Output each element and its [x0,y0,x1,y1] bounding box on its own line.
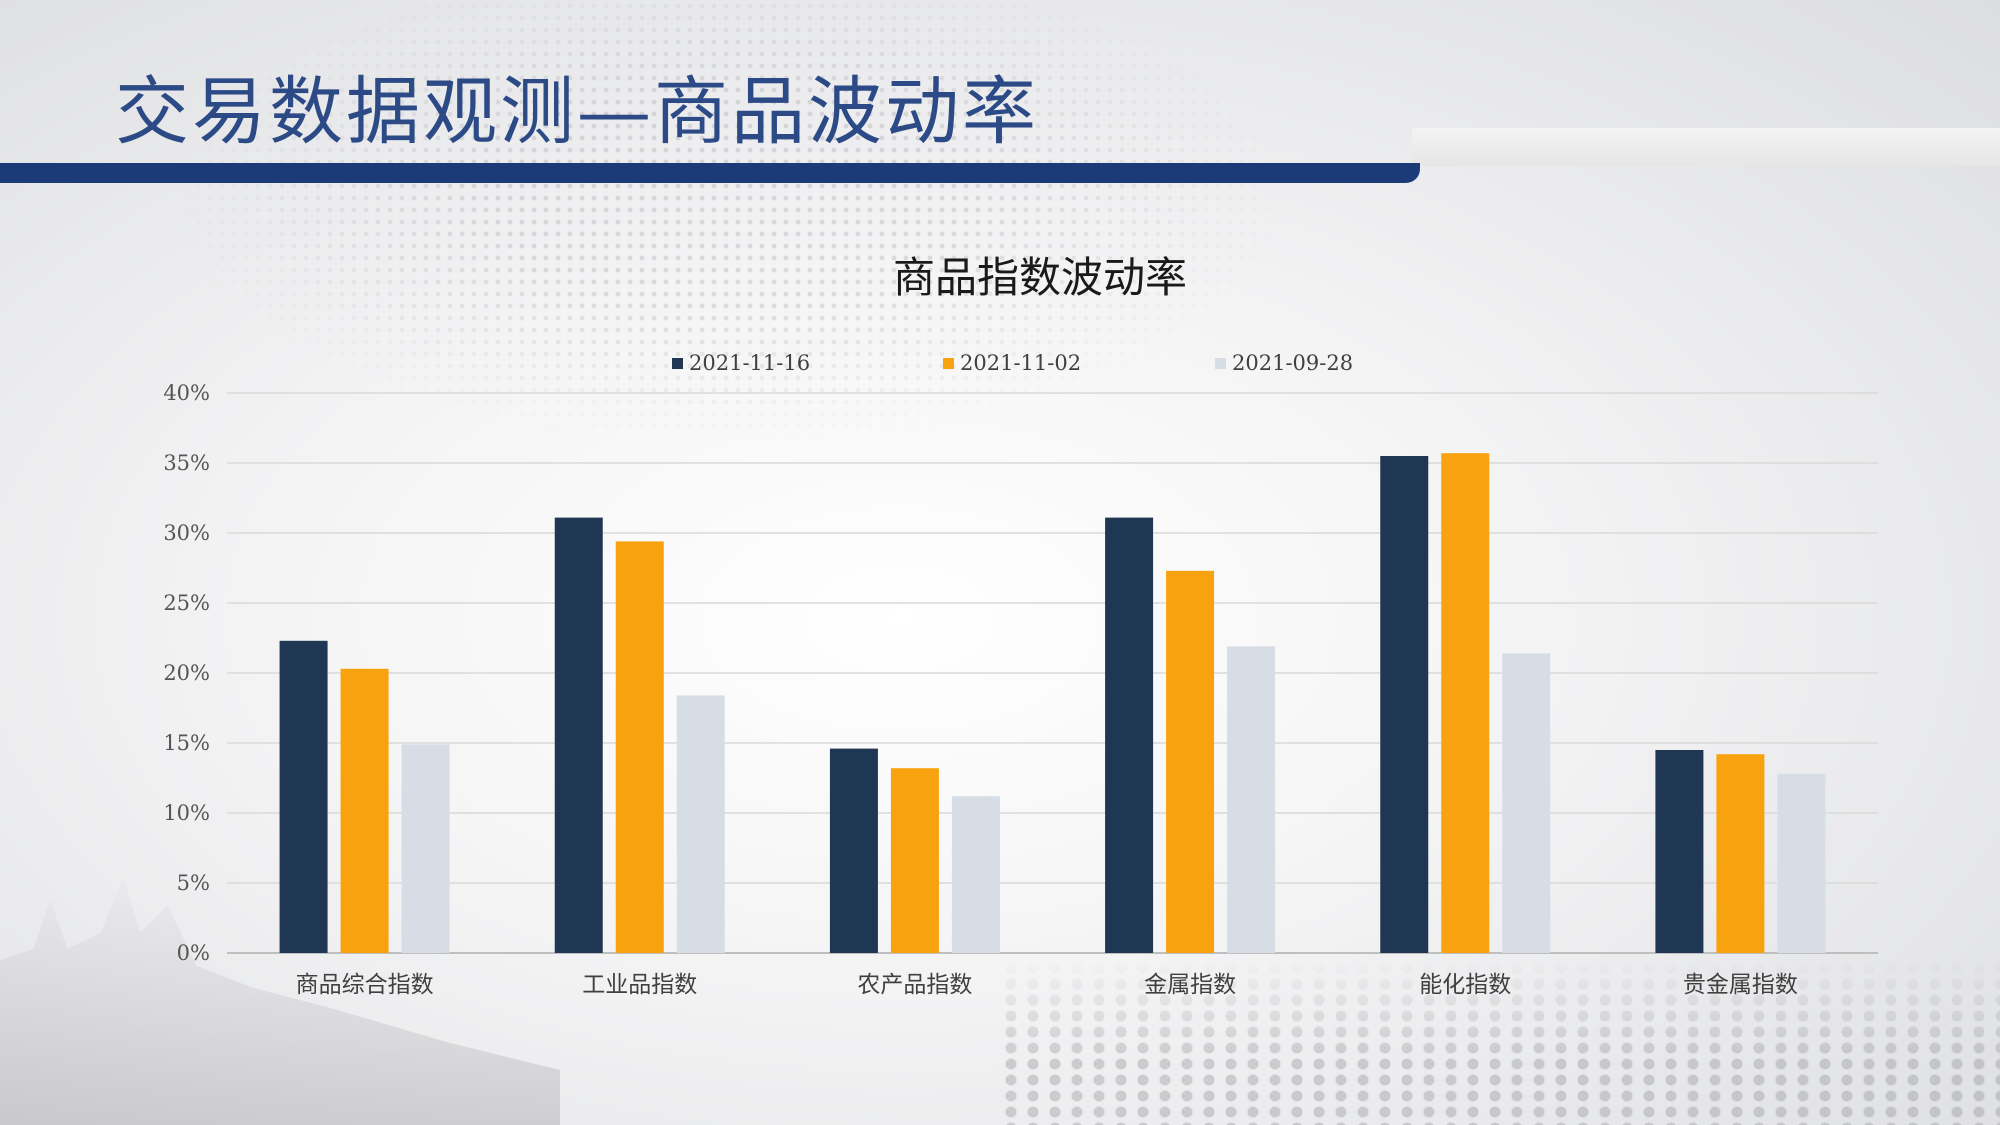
slide-title: 交易数据观测—商品波动率 [115,69,1039,155]
world-map-dots [180,0,1280,440]
x-tick-label: 商品综合指数 [296,972,434,998]
x-tick-label: 能化指数 [1419,972,1511,998]
title-band [0,163,1420,183]
legend-label: 2021-09-28 [1232,351,1353,375]
bar [1777,773,1826,953]
x-tick-label: 工业品指数 [582,972,697,998]
y-tick-label: 5% [177,871,210,895]
y-tick-label: 40% [163,381,210,405]
bar [951,796,1000,953]
bar [1502,653,1551,953]
title-band-cap [1412,128,2000,166]
bar [676,695,725,953]
legend-swatch [943,358,954,369]
chart-gridlines [227,392,1878,954]
legend-swatch [1215,358,1226,369]
x-tick-label: 农产品指数 [857,972,972,998]
bar [1105,517,1154,953]
y-tick-label: 15% [163,731,210,755]
y-tick-label: 10% [163,801,210,825]
bar [401,744,450,953]
bar [1655,750,1704,953]
bar [1441,453,1490,953]
chart-legend: 2021-11-16 2021-11-02 2021-09-28 [672,351,1353,375]
legend-label: 2021-11-02 [960,351,1081,375]
y-tick-label: 35% [163,451,210,475]
bar [340,668,389,953]
y-axis: 0% 5% 10% 15% 20% 25% 30% 35% 40% [163,381,210,965]
bar [829,748,878,953]
bar [279,640,328,953]
bar [1227,646,1276,953]
bar [615,541,664,953]
y-tick-label: 0% [177,941,210,965]
bar [1716,754,1765,953]
x-tick-label: 贵金属指数 [1683,972,1798,998]
dotted-floor [1000,960,2000,1125]
legend-label: 2021-11-16 [689,351,810,375]
bar [1166,570,1215,953]
x-tick-label: 金属指数 [1144,972,1236,998]
bar [1380,456,1429,953]
chart-bars [279,453,1826,953]
chart-title: 商品指数波动率 [893,253,1187,302]
bar [890,768,939,953]
y-tick-label: 20% [163,661,210,685]
y-tick-label: 25% [163,591,210,615]
x-axis: 商品综合指数 工业品指数 农产品指数 金属指数 能化指数 贵金属指数 [296,972,1798,998]
y-tick-label: 30% [163,521,210,545]
legend-swatch [672,358,683,369]
bar [554,517,603,953]
